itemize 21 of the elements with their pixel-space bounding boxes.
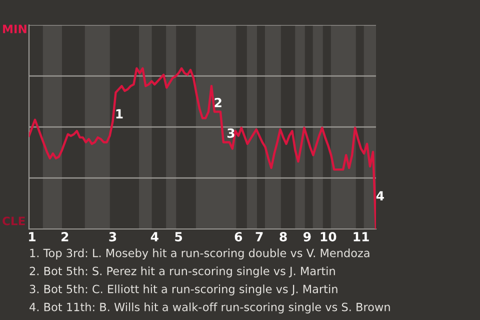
text: MIN	[3, 24, 26, 34]
x-tick-label: 9	[303, 232, 311, 242]
text: 3. Bot 5th: C. Elliott hit a run-scoring single vs J. Martin	[30, 284, 338, 296]
text: 2. Bot 5th: S. Perez hit a run-scoring single vs J. Martin	[30, 266, 335, 278]
text: 1. Top 3rd: L. Moseby hit a run-scoring double vs V. Mendoza	[30, 248, 370, 260]
annotation: 2	[214, 98, 222, 108]
text: 4. Bot 11th: B. Wills hit a walk-off run-scoring single vs S. Brown	[30, 302, 390, 314]
annotation: 1	[116, 109, 123, 118]
x-tick-label: 8	[280, 232, 287, 242]
x-tick-label: 4	[150, 232, 158, 242]
x-tick-label: 1	[29, 232, 36, 242]
annotation: 3	[227, 128, 234, 138]
annotation: 4	[376, 191, 384, 200]
x-tick-label: 11	[354, 232, 369, 242]
x-tick-label: 10	[320, 232, 336, 242]
x-tick-label: 7	[256, 232, 263, 242]
x-tick-label: 5	[175, 232, 182, 242]
x-tick-label: 3	[109, 232, 116, 242]
text: CLE	[2, 216, 25, 226]
x-tick-label: 2	[62, 232, 68, 242]
x-tick-label: 6	[234, 232, 242, 242]
